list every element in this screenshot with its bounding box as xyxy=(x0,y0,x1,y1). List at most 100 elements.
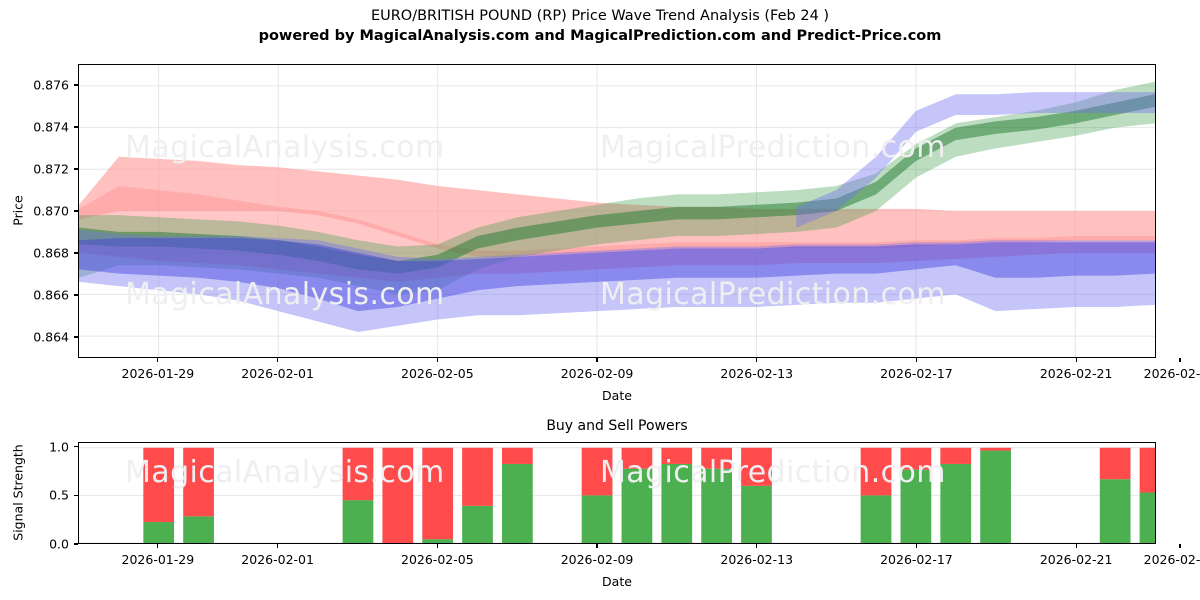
price-y-tick-mark xyxy=(74,336,78,338)
signal-x-tick-label: 2026-02-21 xyxy=(1039,552,1113,567)
signal-x-tick-mark xyxy=(1179,544,1181,548)
buy-power-bar xyxy=(980,450,1011,543)
sell-power-bar xyxy=(701,447,733,469)
signal-x-tick-label: 2026-01-29 xyxy=(121,552,195,567)
buy-power-bar xyxy=(741,485,772,543)
price-chart-svg xyxy=(79,65,1155,357)
price-y-tick-mark xyxy=(74,210,78,212)
price-y-tick-label: 0.874 xyxy=(33,119,69,135)
chart-title-block: EURO/BRITISH POUND (RP) Price Wave Trend… xyxy=(0,6,1200,46)
sell-power-bar xyxy=(342,447,374,501)
signal-x-tick-label: 2026-02-25 xyxy=(1143,552,1200,567)
price-y-tick-label: 0.870 xyxy=(33,203,69,219)
signal-x-tick-mark xyxy=(1075,544,1077,548)
buy-power-bar xyxy=(860,495,892,543)
buy-power-bar xyxy=(1099,479,1131,543)
sell-power-bar xyxy=(382,447,414,543)
blue-band-outer xyxy=(79,229,1155,332)
signal-x-tick-label: 2026-02-01 xyxy=(241,552,314,567)
price-x-tick-label: 2026-02-17 xyxy=(880,366,953,381)
price-x-tick-mark xyxy=(1179,358,1181,362)
signal-axis-x-label: Date xyxy=(602,574,632,589)
buy-power-bar xyxy=(501,463,533,543)
sell-power-bar xyxy=(621,447,653,469)
price-x-tick-mark xyxy=(1075,358,1077,362)
price-chart-plot-area xyxy=(78,64,1156,358)
sell-power-bar xyxy=(741,447,772,486)
price-x-tick-label: 2026-02-25 xyxy=(1143,366,1200,381)
signal-x-tick-label: 2026-02-13 xyxy=(720,552,794,567)
price-x-tick-label: 2026-02-21 xyxy=(1039,366,1113,381)
blue-peak-band xyxy=(796,92,1155,228)
signal-y-tick-mark xyxy=(74,446,78,448)
buy-power-bar xyxy=(462,505,493,543)
green-trend-band-outer xyxy=(79,81,1155,295)
sell-power-bar xyxy=(860,447,892,496)
signal-x-tick-mark xyxy=(436,544,438,548)
sell-power-bar xyxy=(1099,447,1131,480)
price-x-tick-mark xyxy=(756,358,758,362)
signal-x-tick-label: 2026-02-17 xyxy=(880,552,953,567)
sell-power-bar xyxy=(900,447,932,470)
sell-power-bar xyxy=(143,447,175,523)
price-y-tick-label: 0.868 xyxy=(33,245,69,261)
buy-power-bar xyxy=(183,516,214,543)
sell-power-bar xyxy=(980,447,1011,451)
buy-power-bar xyxy=(900,469,932,543)
price-y-tick-mark xyxy=(74,252,78,254)
sell-power-bar xyxy=(1139,447,1155,493)
signal-chart-plot-area xyxy=(78,442,1156,544)
signal-axis-y-label: Signal Strength xyxy=(10,444,26,541)
buy-power-bar xyxy=(940,463,972,543)
buy-power-bar xyxy=(422,539,454,543)
buy-power-bar xyxy=(581,495,613,543)
chart-title-main: EURO/BRITISH POUND (RP) Price Wave Trend… xyxy=(370,8,830,24)
signal-chart-title: Buy and Sell Powers xyxy=(546,418,688,434)
price-axis-y-label: Price xyxy=(10,195,26,226)
sell-power-bar xyxy=(462,447,493,506)
price-x-tick-mark xyxy=(157,358,159,362)
signal-chart-svg xyxy=(79,447,1155,543)
price-y-tick-label: 0.872 xyxy=(33,161,69,177)
price-y-tick-label: 0.876 xyxy=(33,77,69,93)
sell-power-bar xyxy=(661,447,693,464)
signal-y-tick-label: 0.5 xyxy=(49,487,69,503)
price-x-tick-label: 2026-01-29 xyxy=(121,366,195,381)
price-axis-x-label: Date xyxy=(602,388,632,403)
signal-x-tick-label: 2026-02-05 xyxy=(401,552,474,567)
price-x-tick-mark xyxy=(915,358,918,362)
signal-y-tick-mark xyxy=(74,543,78,545)
price-y-tick-mark xyxy=(74,168,78,170)
signal-y-tick-label: 1.0 xyxy=(49,439,69,455)
signal-y-tick-mark xyxy=(74,494,78,497)
buy-power-bar xyxy=(342,500,374,543)
sell-power-bar xyxy=(581,447,613,496)
buy-power-bar xyxy=(661,463,693,543)
price-x-tick-label: 2026-02-13 xyxy=(720,366,794,381)
signal-x-tick-mark xyxy=(596,544,598,548)
price-x-tick-label: 2026-02-09 xyxy=(560,366,634,381)
price-y-tick-label: 0.866 xyxy=(33,287,69,303)
sell-power-bar xyxy=(501,447,533,464)
price-x-tick-mark xyxy=(277,358,279,362)
signal-x-tick-mark xyxy=(277,544,279,548)
red-upper-band xyxy=(79,156,1155,257)
sell-power-bar xyxy=(183,447,214,517)
price-y-tick-label: 0.864 xyxy=(33,329,69,345)
price-x-tick-mark xyxy=(436,358,438,362)
signal-x-tick-label: 2026-02-09 xyxy=(560,552,634,567)
buy-power-bar xyxy=(621,468,653,543)
price-x-tick-mark xyxy=(596,358,598,362)
sell-power-bar xyxy=(422,447,454,540)
price-x-tick-label: 2026-02-01 xyxy=(241,366,314,381)
price-y-tick-mark xyxy=(74,294,78,296)
signal-x-tick-mark xyxy=(157,544,159,548)
price-y-tick-mark xyxy=(74,84,78,86)
signal-x-tick-mark xyxy=(915,544,918,548)
buy-power-bar xyxy=(701,468,733,543)
buy-power-bar xyxy=(143,522,175,543)
signal-y-tick-label: 0.0 xyxy=(49,536,69,552)
blue-band-inner xyxy=(79,238,1155,312)
price-x-tick-label: 2026-02-05 xyxy=(401,366,474,381)
